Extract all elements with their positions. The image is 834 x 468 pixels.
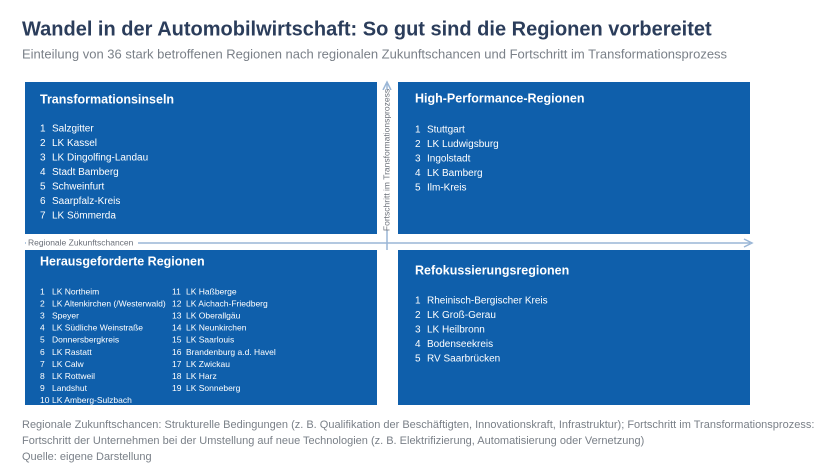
item-name: LK Saarlouis — [186, 335, 234, 345]
label-bg — [26, 237, 138, 249]
item-rank: 12 — [172, 298, 182, 308]
item-rank: 4 — [415, 168, 421, 179]
item-name: LK Groß-Gerau — [427, 310, 496, 321]
item-name: Landshut — [52, 383, 88, 393]
item-name: LK Calw — [52, 359, 85, 369]
item-name: LK Haßberge — [186, 286, 237, 296]
item-name: Stuttgart — [427, 125, 465, 136]
label-bg — [381, 90, 393, 230]
item-name: Brandenburg a.d. Havel — [186, 347, 276, 357]
item-rank: 1 — [415, 296, 421, 307]
item-name: LK Rottweil — [52, 371, 95, 381]
item-rank: 3 — [40, 310, 45, 320]
item-name: LK Südliche Weinstraße — [52, 323, 143, 333]
item-name: LK Kassel — [52, 138, 97, 149]
item-rank: 4 — [40, 167, 46, 178]
quadrant-box — [398, 82, 750, 234]
item-rank: 3 — [415, 154, 421, 165]
quadrant-title: High-Performance-Regionen — [415, 91, 584, 105]
item-rank: 4 — [415, 339, 421, 350]
item-name: Stadt Bamberg — [52, 167, 119, 178]
item-name: Speyer — [52, 310, 79, 320]
subtitle: Einteilung von 36 stark betroffenen Regi… — [22, 46, 728, 61]
item-name: Rheinisch-Bergischer Kreis — [427, 296, 548, 307]
quadrant-box — [398, 250, 750, 405]
item-rank: 2 — [415, 139, 421, 150]
item-rank: 7 — [40, 359, 45, 369]
item-name: Saarpfalz-Kreis — [52, 196, 120, 207]
item-rank: 15 — [172, 335, 182, 345]
item-rank: 3 — [40, 153, 46, 164]
source: Quelle: eigene Darstellung — [22, 451, 152, 463]
item-name: LK Ludwigsburg — [427, 139, 499, 150]
item-rank: 19 — [172, 383, 182, 393]
item-rank: 1 — [40, 124, 46, 135]
item-name: LK Sonneberg — [186, 383, 241, 393]
footnote: Fortschritt der Unternehmen bei der Umst… — [22, 435, 644, 447]
title: Wandel in der Automobilwirtschaft: So gu… — [22, 18, 712, 40]
item-name: LK Oberallgäu — [186, 310, 241, 320]
item-name: LK Amberg-Sulzbach — [52, 395, 132, 405]
item-rank: 16 — [172, 347, 182, 357]
item-rank: 10 — [40, 395, 50, 405]
arrow-head — [382, 80, 392, 91]
item-rank: 1 — [415, 125, 421, 136]
item-name: LK Harz — [186, 371, 217, 381]
item-name: RV Saarbrücken — [427, 354, 500, 365]
item-name: LK Neunkirchen — [186, 323, 247, 333]
item-name: Donnersbergkreis — [52, 335, 119, 345]
y-axis-label: Fortschritt im Transformationsprozess — [381, 89, 391, 231]
item-name: Bodenseekreis — [427, 339, 493, 350]
item-rank: 8 — [40, 371, 45, 381]
item-rank: 5 — [40, 182, 46, 193]
item-rank: 3 — [415, 325, 421, 336]
item-rank: 18 — [172, 371, 182, 381]
item-rank: 4 — [40, 323, 45, 333]
item-name: LK Rastatt — [52, 347, 92, 357]
item-rank: 2 — [40, 138, 46, 149]
item-name: Schweinfurt — [52, 182, 104, 193]
quadrant-title: Herausgeforderte Regionen — [40, 254, 205, 268]
arrow-head — [743, 238, 754, 248]
item-name: Ilm-Kreis — [427, 183, 466, 194]
item-name: LK Heilbronn — [427, 325, 485, 336]
item-rank: 2 — [40, 298, 45, 308]
item-rank: 2 — [415, 310, 421, 321]
item-name: Salzgitter — [52, 124, 94, 135]
item-name: LK Bamberg — [427, 168, 483, 179]
item-rank: 9 — [40, 383, 45, 393]
item-rank: 11 — [172, 286, 181, 296]
item-name: LK Sömmerda — [52, 211, 116, 222]
item-rank: 6 — [40, 347, 45, 357]
item-rank: 7 — [40, 211, 46, 222]
item-rank: 13 — [172, 310, 182, 320]
item-name: Ingolstadt — [427, 154, 471, 165]
item-rank: 1 — [40, 286, 45, 296]
quadrant-box — [25, 82, 377, 234]
item-rank: 14 — [172, 323, 182, 333]
quadrant-box — [25, 250, 377, 405]
item-name: LK Aichach-Friedberg — [186, 298, 268, 308]
item-rank: 6 — [40, 196, 46, 207]
quadrant-title: Refokussierungsregionen — [415, 263, 569, 277]
item-rank: 5 — [40, 335, 45, 345]
footnote: Regionale Zukunftschancen: Strukturelle … — [22, 419, 814, 431]
item-name: LK Dingolfing-Landau — [52, 153, 148, 164]
item-name: LK Altenkirchen (/Westerwald) — [52, 298, 166, 308]
item-name: LK Northeim — [52, 286, 99, 296]
quadrant-title: Transformationsinseln — [40, 92, 174, 106]
item-name: LK Zwickau — [186, 359, 230, 369]
item-rank: 17 — [172, 359, 182, 369]
x-axis-label: Regionale Zukunftschancen — [28, 237, 134, 247]
item-rank: 5 — [415, 183, 421, 194]
item-rank: 5 — [415, 354, 421, 365]
